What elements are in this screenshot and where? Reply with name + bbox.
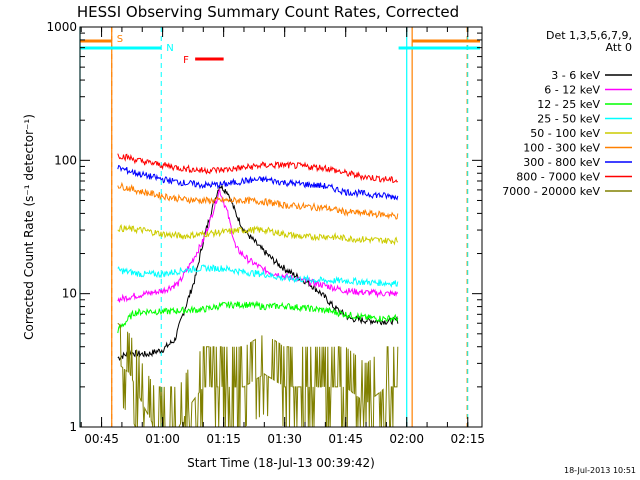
series-line-4 xyxy=(117,223,399,246)
legend-entry-label: 800 - 7000 keV xyxy=(516,171,600,184)
x-tick-label: 02:00 xyxy=(389,432,424,446)
x-tick-label: 01:00 xyxy=(145,432,180,446)
legend-entry-label: 12 - 25 keV xyxy=(537,98,600,111)
series-line-7 xyxy=(117,153,399,184)
plot-timestamp: 18-Jul-2013 10:51 xyxy=(564,466,636,475)
y-axis: 1 10 100 1000 xyxy=(46,20,482,434)
plot-frame xyxy=(79,26,483,428)
series-line-0 xyxy=(117,184,399,361)
series-lines xyxy=(117,153,399,427)
legend-header-line-2: Att 0 xyxy=(606,41,632,54)
x-tick-label: 01:45 xyxy=(328,432,363,446)
legend-entry-label: 7000 - 20000 keV xyxy=(502,185,600,198)
flare-flag-label: F xyxy=(183,55,189,66)
y-tick-label: 1000 xyxy=(46,20,77,34)
series-line-5 xyxy=(117,181,399,220)
legend-entry-label: 25 - 50 keV xyxy=(537,113,600,126)
series-line-3 xyxy=(117,264,399,288)
legend-entry-label: 6 - 12 keV xyxy=(544,84,600,97)
y-axis-label: Corrected Count Rate (s⁻¹ detector⁻¹) xyxy=(22,114,36,340)
y-tick-label: 10 xyxy=(62,287,77,301)
legend-entry-label: 50 - 100 keV xyxy=(530,127,600,140)
x-tick-label: 01:15 xyxy=(206,432,241,446)
chart-title: HESSI Observing Summary Count Rates, Cor… xyxy=(77,3,459,21)
y-tick-label: 1 xyxy=(69,420,77,434)
x-tick-label: 02:15 xyxy=(450,432,485,446)
series-line-6 xyxy=(117,164,399,201)
series-line-8 xyxy=(117,322,399,427)
legend-entry-label: 3 - 6 keV xyxy=(551,69,600,82)
night-flag-label: N xyxy=(166,43,173,54)
series-line-1 xyxy=(117,189,399,303)
legend-entry-label: 300 - 800 keV xyxy=(523,156,600,169)
legend-entry-label: 100 - 300 keV xyxy=(523,142,600,155)
x-tick-label: 01:30 xyxy=(267,432,302,446)
x-tick-label: 00:45 xyxy=(84,432,119,446)
x-axis: 00:45 01:00 01:15 01:30 01:45 02:00 02:15 xyxy=(80,27,485,446)
saa-flag-label: S xyxy=(117,34,123,45)
legend: Det 1,3,5,6,7,9, Att 0 3 - 6 keV 6 - 12 k… xyxy=(502,29,632,198)
y-tick-label: 100 xyxy=(54,153,77,167)
series-line-2 xyxy=(117,300,399,334)
legend-header-line-1: Det 1,3,5,6,7,9, xyxy=(546,29,632,42)
spacecraft-flag-markers: S NF xyxy=(79,27,480,427)
x-axis-label: Start Time (18-Jul-13 00:39:42) xyxy=(187,456,375,470)
